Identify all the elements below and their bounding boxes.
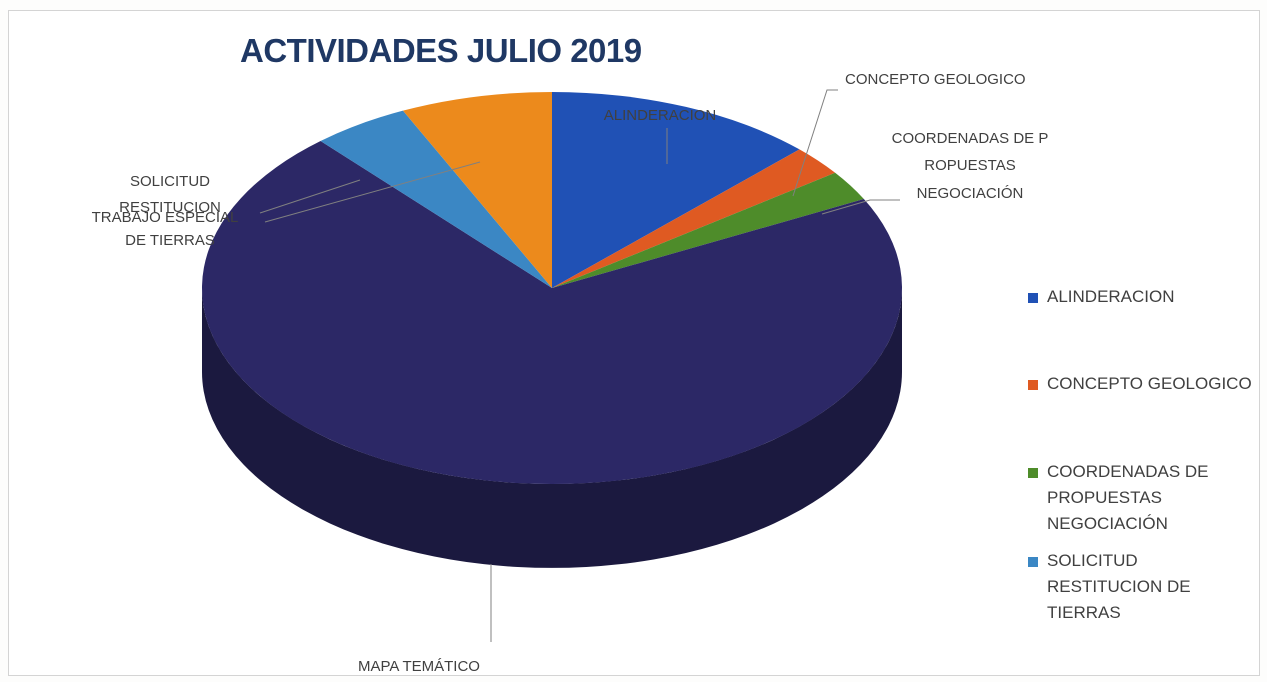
legend-swatch-3 [1028, 557, 1038, 567]
legend-label-2: COORDENADAS DE PROPUESTAS NEGOCIACIÓN [1047, 462, 1209, 533]
slice-label-2-line-1: ROPUESTAS [924, 157, 1015, 174]
leader-line-2 [821, 199, 900, 215]
chart-title: ACTIVIDADES JULIO 2019 [240, 32, 642, 69]
pie-side-3 [202, 288, 902, 568]
slice-label-3: MAPA TEMÁTICO [358, 658, 480, 675]
legend-label-3: SOLICITUD RESTITUCION DE TIERRAS [1047, 551, 1191, 622]
slice-label-4-line-2: DE TIERRAS [125, 232, 215, 249]
legend-label-1: CONCEPTO GEOLOGICO [1047, 374, 1252, 393]
pie-slice-0 [552, 92, 800, 288]
legend-swatch-0 [1028, 293, 1038, 303]
slice-label-1: CONCEPTO GEOLOGICO [845, 71, 1026, 88]
legend-label-0: ALINDERACION [1047, 287, 1175, 306]
leader-line-1 [792, 89, 838, 197]
pie-slice-2 [552, 172, 864, 288]
leader-line-4 [259, 179, 361, 214]
leader-line-5 [264, 161, 481, 223]
legend-swatch-2 [1028, 468, 1038, 478]
pie-slice-1 [552, 149, 836, 288]
legend-item-1: CONCEPTO GEOLOGICO [1028, 371, 1253, 397]
pie-slice-5 [402, 92, 552, 288]
slice-label-4-line-0: SOLICITUD [130, 173, 210, 190]
slice-label-2-line-2: NEGOCIACIÓN [917, 185, 1024, 202]
legend-swatch-1 [1028, 380, 1038, 390]
slice-label-2-line-0: COORDENADAS DE P [892, 130, 1049, 147]
pie-slice-4 [320, 110, 552, 288]
slice-label-5: TRABAJO ESPECIAL [92, 209, 239, 226]
legend-item-0: ALINDERACION [1028, 284, 1253, 310]
slice-label-4-line-1: RESTITUCION [119, 199, 221, 216]
legend-item-2: COORDENADAS DE PROPUESTAS NEGOCIACIÓN [1028, 459, 1253, 537]
legend-item-3: SOLICITUD RESTITUCION DE TIERRAS [1028, 548, 1253, 626]
slice-label-0: ALINDERACION [604, 107, 717, 124]
pie-slice-3 [201, 140, 902, 484]
